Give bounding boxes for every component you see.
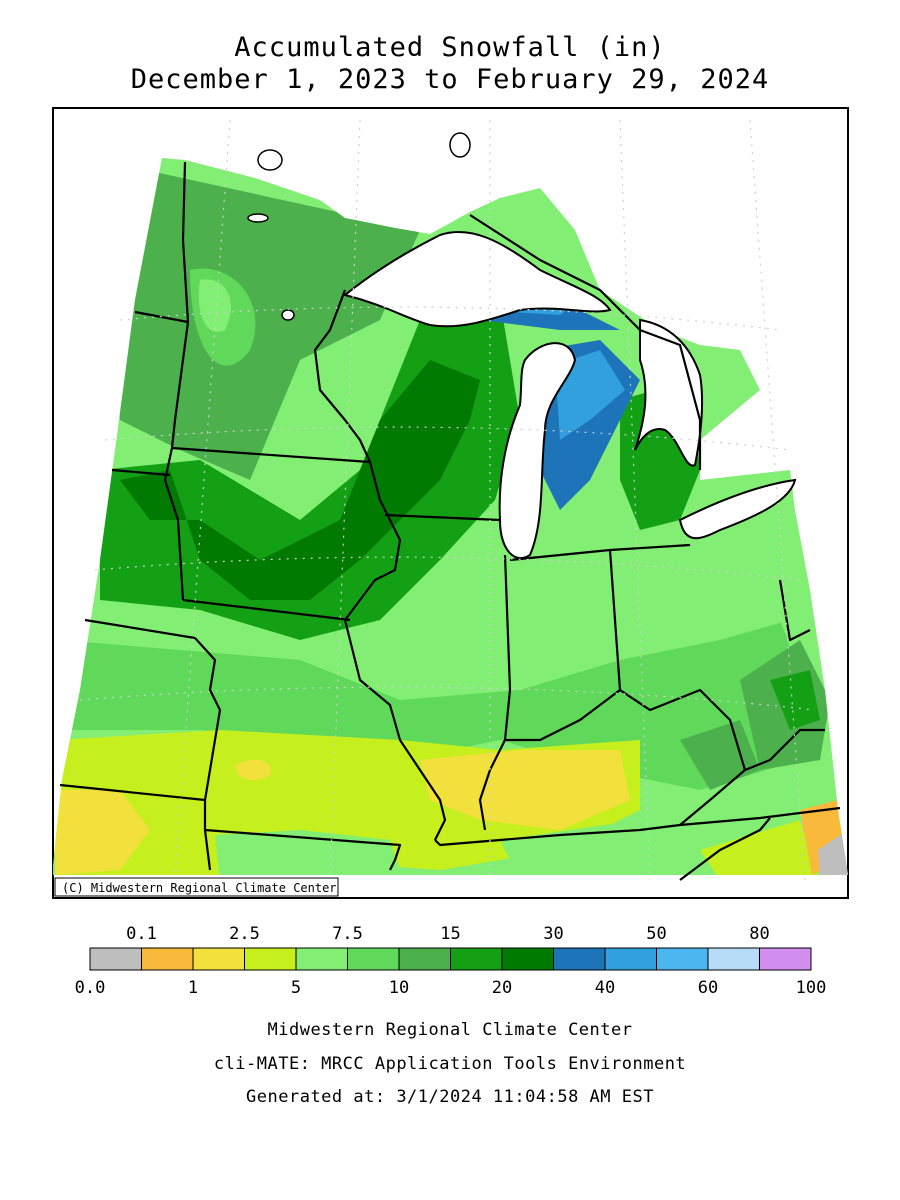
copyright-text: (C) Midwestern Regional Climate Center (62, 881, 337, 895)
border-canada-mi (469, 214, 702, 470)
legend-bin-0 (89, 947, 142, 971)
border-ky-tn (434, 806, 841, 847)
field-mo-spot (235, 759, 271, 781)
border-wv-va (744, 728, 825, 772)
field-in-oh-band (400, 560, 790, 690)
legend-lower-label: 20 (492, 978, 512, 998)
border-mo-ks (194, 637, 222, 801)
legend-bin-3 (244, 947, 297, 971)
legend-lower-label: 100 (796, 978, 827, 998)
field-wv-heavy (770, 670, 820, 730)
legend-lower-label: 10 (389, 978, 409, 998)
legend-upper-label: 15 (440, 924, 460, 944)
border-il-in (478, 554, 512, 831)
legend: 0.1 2.5 7.5 15 30 50 800.0 1 5 10 20 40 60 100 (75, 924, 827, 998)
lake-michigan (498, 342, 577, 560)
border-il-mo (348, 639, 447, 841)
legend-bin-1 (141, 947, 194, 971)
grid-lines (79, 119, 816, 881)
lake-huron (634, 318, 704, 467)
legend-upper-label: 50 (646, 924, 666, 944)
field-ky-east (680, 720, 760, 790)
state-borders (59, 161, 841, 881)
legend-bin-8 (501, 947, 554, 971)
footer-generated: Generated at: 3/1/2024 11:04:58 AM EST (246, 1087, 654, 1107)
border-mn-nd (181, 161, 190, 323)
border-ks-ok (59, 783, 206, 802)
field-ky-orange (420, 750, 630, 830)
map-title: Accumulated Snowfall (in) (234, 32, 666, 63)
legend-bin-12 (707, 947, 760, 971)
border-mn-sd-ne (163, 321, 190, 601)
map-period: December 1, 2023 to February 29, 2024 (130, 64, 770, 95)
legend-upper-label: 30 (543, 924, 563, 944)
legend-lower-label: 40 (595, 978, 615, 998)
legend-lower-label: 0.0 (75, 978, 106, 998)
border-ia-mo (182, 598, 351, 622)
legend-lower-label: 5 (291, 978, 301, 998)
legend-bin-10 (604, 947, 657, 971)
border-ohio-river (505, 688, 747, 771)
legend-upper-label: 0.1 (126, 924, 157, 944)
legend-bin-9 (553, 947, 606, 971)
legend-lower-label: 60 (698, 978, 718, 998)
legend-bin-7 (450, 947, 503, 971)
copyright-box (54, 877, 339, 897)
legend-bin-2 (192, 947, 245, 971)
legend-bin-13 (759, 947, 812, 971)
border-wi-il (384, 513, 501, 522)
field-nc-grey (818, 830, 848, 875)
border-sd-ne (111, 468, 171, 477)
border-ky-va (679, 769, 746, 826)
islands (247, 132, 471, 321)
field-mi-blue-light (555, 350, 625, 440)
border-mn-ia (171, 446, 371, 464)
legend-bin-5 (347, 947, 400, 971)
legend-bin-6 (398, 947, 451, 971)
field-mn-lighter (198, 279, 231, 332)
border-pa-oh (778, 579, 811, 642)
legend-lower-label: 1 (188, 978, 198, 998)
island-2 (281, 309, 295, 321)
field-va-yellow (700, 820, 820, 875)
great-lakes (342, 230, 797, 560)
legend-bin-11 (656, 947, 709, 971)
footer-org: Midwestern Regional Climate Center (267, 1020, 633, 1040)
field-heavy (120, 360, 480, 600)
island-3 (449, 132, 471, 158)
legend-upper-label: 80 (749, 924, 769, 944)
footer-tool: cli-MATE: MRCC Application Tools Environ… (213, 1054, 687, 1074)
island-4 (257, 149, 283, 171)
field-ks-orange (55, 790, 150, 875)
field-north-mn (100, 160, 420, 480)
border-mo-ar (204, 828, 402, 871)
border-mn-wi-ia-il (313, 289, 402, 641)
border-mi-oh (609, 543, 691, 552)
legend-upper-label: 2.5 (229, 924, 260, 944)
legend-bin-4 (295, 947, 348, 971)
border-ne-ks (84, 618, 196, 640)
legend-upper-label: 7.5 (332, 924, 363, 944)
lake-erie (678, 478, 797, 540)
lake-superior (342, 230, 612, 328)
island-1 (247, 213, 269, 223)
border-tn-va (679, 817, 771, 881)
